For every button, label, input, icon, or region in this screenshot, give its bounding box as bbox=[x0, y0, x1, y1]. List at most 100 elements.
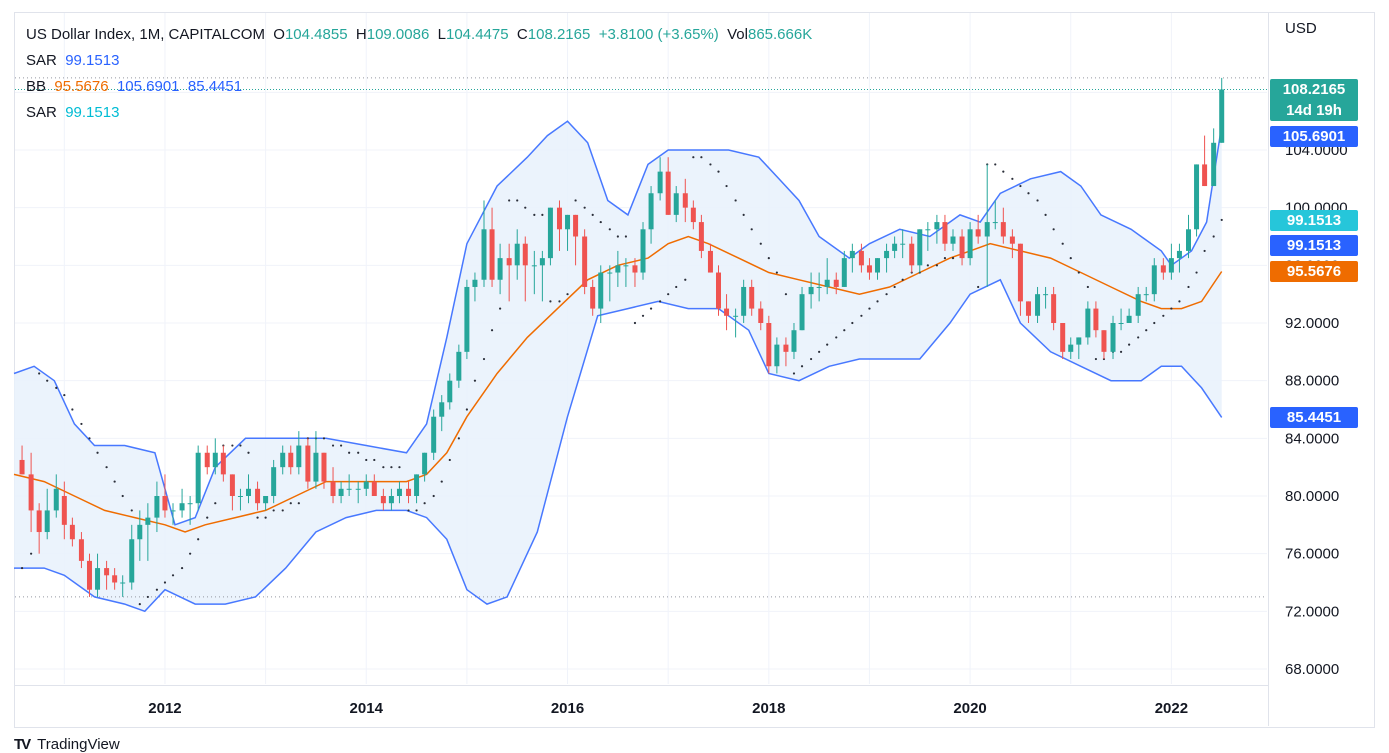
sar-dot bbox=[851, 321, 854, 325]
sar-dot bbox=[843, 329, 846, 332]
bb-legend[interactable]: BB 95.5676 105.6901 85.4451 bbox=[26, 74, 812, 100]
candle-up bbox=[1110, 323, 1116, 352]
sar-dot bbox=[775, 271, 778, 274]
sar-dot bbox=[247, 451, 250, 454]
sar-dot bbox=[1220, 218, 1223, 222]
candle-up bbox=[137, 524, 143, 540]
sar-dot bbox=[20, 566, 24, 570]
sar-dot bbox=[826, 343, 829, 346]
bar-countdown: 14d 19h bbox=[1286, 102, 1342, 119]
legend: US Dollar Index, 1M, CAPITALCOM O104.485… bbox=[26, 22, 812, 126]
sar-dot bbox=[180, 566, 184, 570]
sar-dot bbox=[926, 264, 929, 267]
candle-up bbox=[245, 488, 251, 496]
sar-dot bbox=[994, 163, 997, 166]
sar-dot bbox=[206, 516, 209, 519]
candle-down bbox=[305, 445, 311, 482]
candle-down bbox=[665, 171, 671, 215]
candle-down bbox=[162, 496, 168, 511]
sar-dot bbox=[63, 393, 66, 397]
sar-dot bbox=[583, 206, 586, 209]
candle-down bbox=[220, 452, 226, 475]
sar-dot bbox=[80, 422, 83, 426]
candle-down bbox=[582, 236, 588, 287]
candle-up bbox=[129, 539, 135, 583]
sar-dot bbox=[322, 437, 326, 440]
candle-up bbox=[154, 496, 160, 518]
candle-up bbox=[1151, 265, 1157, 295]
sar-cyan-tag: 99.1513 bbox=[1270, 210, 1358, 231]
sar-dot bbox=[373, 458, 376, 462]
candle-down bbox=[959, 236, 965, 259]
sar-dot bbox=[1195, 271, 1198, 274]
candle-up bbox=[313, 452, 319, 482]
sar-dot bbox=[440, 480, 443, 483]
candle-up bbox=[1185, 229, 1191, 251]
bollinger-band-fill bbox=[14, 121, 1222, 612]
candle-up bbox=[900, 243, 906, 245]
candle-up bbox=[1135, 294, 1141, 316]
open-label: O bbox=[273, 26, 285, 43]
price-tick-label: 72.0000 bbox=[1285, 603, 1339, 620]
candle-down bbox=[909, 243, 915, 266]
sar2-legend[interactable]: SAR 99.1513 bbox=[26, 100, 812, 126]
candle-up bbox=[237, 496, 243, 497]
sar-dot bbox=[1162, 314, 1165, 317]
time-axis-ticks: 2012 2014 2016 2018 2020 2022 bbox=[148, 700, 1188, 717]
time-axis-divider bbox=[14, 685, 1268, 686]
candle-down bbox=[1060, 323, 1066, 352]
candle-down bbox=[506, 258, 512, 266]
sar-dot bbox=[457, 437, 460, 440]
sar-dot bbox=[1027, 192, 1030, 195]
tradingview-logo-icon: TV bbox=[14, 736, 31, 753]
sar-dot bbox=[986, 163, 989, 166]
candle-up bbox=[422, 452, 428, 475]
candle-up bbox=[44, 510, 50, 533]
sar2-value: 99.1513 bbox=[65, 104, 120, 121]
candle-up bbox=[1085, 308, 1091, 338]
sar2-label: SAR bbox=[26, 104, 57, 121]
candle-down bbox=[489, 229, 495, 280]
sar-dot bbox=[633, 321, 637, 325]
sar-dot bbox=[860, 314, 863, 317]
candle-up bbox=[296, 445, 302, 468]
brand-logo[interactable]: TV TradingView bbox=[14, 736, 120, 753]
sar-dot bbox=[197, 538, 200, 541]
symbol-title[interactable]: US Dollar Index, 1M, CAPITALCOM bbox=[26, 26, 265, 43]
sar-dot bbox=[767, 257, 770, 260]
candle-up bbox=[439, 402, 445, 417]
candle-down bbox=[406, 488, 412, 496]
candle-up bbox=[598, 272, 604, 309]
sar-dot bbox=[55, 386, 58, 389]
candles bbox=[19, 77, 1225, 597]
candle-up bbox=[1118, 323, 1124, 324]
sar-blue-tag: 99.1513 bbox=[1270, 235, 1358, 256]
candle-down bbox=[573, 214, 579, 237]
sar-dot bbox=[289, 502, 292, 505]
candle-up bbox=[992, 222, 998, 224]
sar1-label: SAR bbox=[26, 52, 57, 69]
bb-upper-tag: 105.6901 bbox=[1270, 126, 1358, 147]
close-value: 108.2165 bbox=[527, 26, 591, 43]
candle-up bbox=[875, 258, 881, 273]
sar-dot bbox=[1203, 249, 1206, 253]
sar-dot bbox=[809, 357, 813, 361]
candle-up bbox=[615, 265, 621, 273]
candle-down bbox=[330, 481, 336, 496]
sar-dot bbox=[1069, 257, 1072, 260]
candle-down bbox=[104, 568, 110, 576]
sar-dot bbox=[46, 379, 49, 382]
sar-dot bbox=[1086, 285, 1089, 289]
sar-dot bbox=[935, 264, 938, 267]
candle-up bbox=[531, 265, 537, 267]
sar-dot bbox=[1002, 170, 1005, 173]
price-tick-label: 68.0000 bbox=[1285, 661, 1339, 678]
candle-up bbox=[1194, 164, 1200, 230]
candle-down bbox=[766, 323, 772, 367]
last-price-tag: 108.2165 14d 19h bbox=[1270, 79, 1358, 121]
candle-up bbox=[673, 193, 679, 215]
candle-up bbox=[1168, 258, 1174, 273]
sar1-legend[interactable]: SAR 99.1513 bbox=[26, 48, 812, 74]
candle-up bbox=[1068, 344, 1074, 352]
